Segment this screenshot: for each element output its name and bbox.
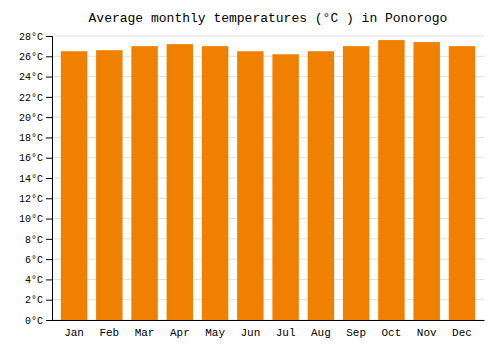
tick: Feb (99, 327, 119, 339)
tick-mark (46, 137, 52, 138)
tick: Apr (170, 327, 190, 339)
tick: 18°C (19, 133, 52, 144)
tick: May (205, 327, 225, 339)
tick-mark (46, 36, 52, 37)
title: Average monthly temperatures (°C ) in Po… (89, 11, 448, 26)
tick-mark (46, 77, 52, 78)
tick-label: Jun (240, 327, 260, 339)
tick-label: May (205, 327, 225, 339)
bars (61, 40, 475, 320)
grid-line (52, 36, 484, 37)
tick-mark (46, 239, 52, 240)
tick-label: 12°C (19, 194, 43, 205)
tick-mark (46, 178, 52, 179)
tick-label: 6°C (25, 255, 43, 266)
tick-label: Feb (99, 327, 119, 339)
tick-label: Aug (311, 327, 331, 339)
bar (202, 46, 228, 320)
tick: Aug (311, 327, 331, 339)
bar (308, 51, 334, 320)
tick-label: 4°C (25, 275, 43, 286)
bar (167, 44, 193, 320)
tick: Sep (346, 327, 366, 339)
tick-label: 14°C (19, 174, 43, 185)
tick: Jan (64, 327, 84, 339)
tick-mark (46, 97, 52, 98)
tick-label: Jul (276, 327, 296, 339)
tick: 16°C (19, 153, 52, 164)
tick: Oct (382, 327, 402, 339)
chart: Jan Feb Mar Apr May Jun Jul Aug Sep Oct Nov Dec 0°C 2… (0, 0, 500, 350)
tick-label: 8°C (25, 235, 43, 246)
y-axis: 0°C 2°C 4°C 6°C 8°C 10°C 12°C 14°C 16°C 18°C 20°C 2… (19, 32, 53, 327)
bar (131, 46, 157, 320)
tick-label: Apr (170, 327, 190, 339)
grid (52, 36, 484, 320)
tick-mark (46, 259, 52, 260)
tick: 12°C (19, 194, 52, 205)
tick: Dec (452, 327, 472, 339)
tick: 6°C (25, 255, 52, 266)
tick: 14°C (19, 174, 52, 185)
tick-label: 2°C (25, 295, 43, 306)
tick-label: Nov (417, 327, 437, 339)
tick-label: 0°C (25, 316, 43, 327)
tick: Mar (135, 327, 155, 339)
bar (61, 51, 87, 320)
tick: 4°C (25, 275, 52, 286)
tick-label: 10°C (19, 214, 43, 225)
tick: 0°C (25, 316, 52, 327)
tick: 28°C (19, 32, 52, 43)
tick-mark (46, 158, 52, 159)
tick-mark (46, 56, 52, 57)
tick-mark (46, 320, 52, 321)
tick-label: Sep (346, 327, 366, 339)
tick-label: Jan (64, 327, 84, 339)
tick: 8°C (25, 235, 52, 246)
bar (449, 46, 475, 320)
tick-label: Oct (382, 327, 402, 339)
tick-mark (46, 279, 52, 280)
tick-mark (46, 117, 52, 118)
tick-label: Dec (452, 327, 472, 339)
tick-label: Mar (135, 327, 155, 339)
plot: Jan Feb Mar Apr May Jun Jul Aug Sep Oct Nov Dec 0°C 2… (19, 32, 485, 339)
tick-label: 26°C (19, 52, 43, 63)
tick: Nov (417, 327, 437, 339)
tick-label: 20°C (19, 113, 43, 124)
bar (237, 51, 263, 320)
tick-label: 24°C (19, 72, 43, 83)
bar (378, 40, 404, 320)
tick-mark (46, 198, 52, 199)
axis-line (46, 37, 53, 321)
tick: 2°C (25, 295, 52, 306)
tick: 26°C (19, 52, 52, 63)
tick: 20°C (19, 113, 52, 124)
tick-label: 28°C (19, 32, 43, 43)
x-axis: Jan Feb Mar Apr May Jun Jul Aug Sep Oct Nov Dec (53, 321, 485, 339)
tick: Jun (240, 327, 260, 339)
bar (272, 54, 298, 320)
bar (343, 46, 369, 320)
tick: 24°C (19, 72, 52, 83)
tick-mark (46, 219, 52, 220)
tick-label: 22°C (19, 93, 43, 104)
axis-line (53, 320, 485, 321)
tick-label: 16°C (19, 153, 43, 164)
tick: 22°C (19, 93, 52, 104)
tick: 10°C (19, 214, 52, 225)
tick-label: 18°C (19, 133, 43, 144)
bar (96, 50, 122, 320)
tick: Jul (276, 327, 296, 339)
tick-mark (46, 300, 52, 301)
bar (413, 42, 439, 320)
